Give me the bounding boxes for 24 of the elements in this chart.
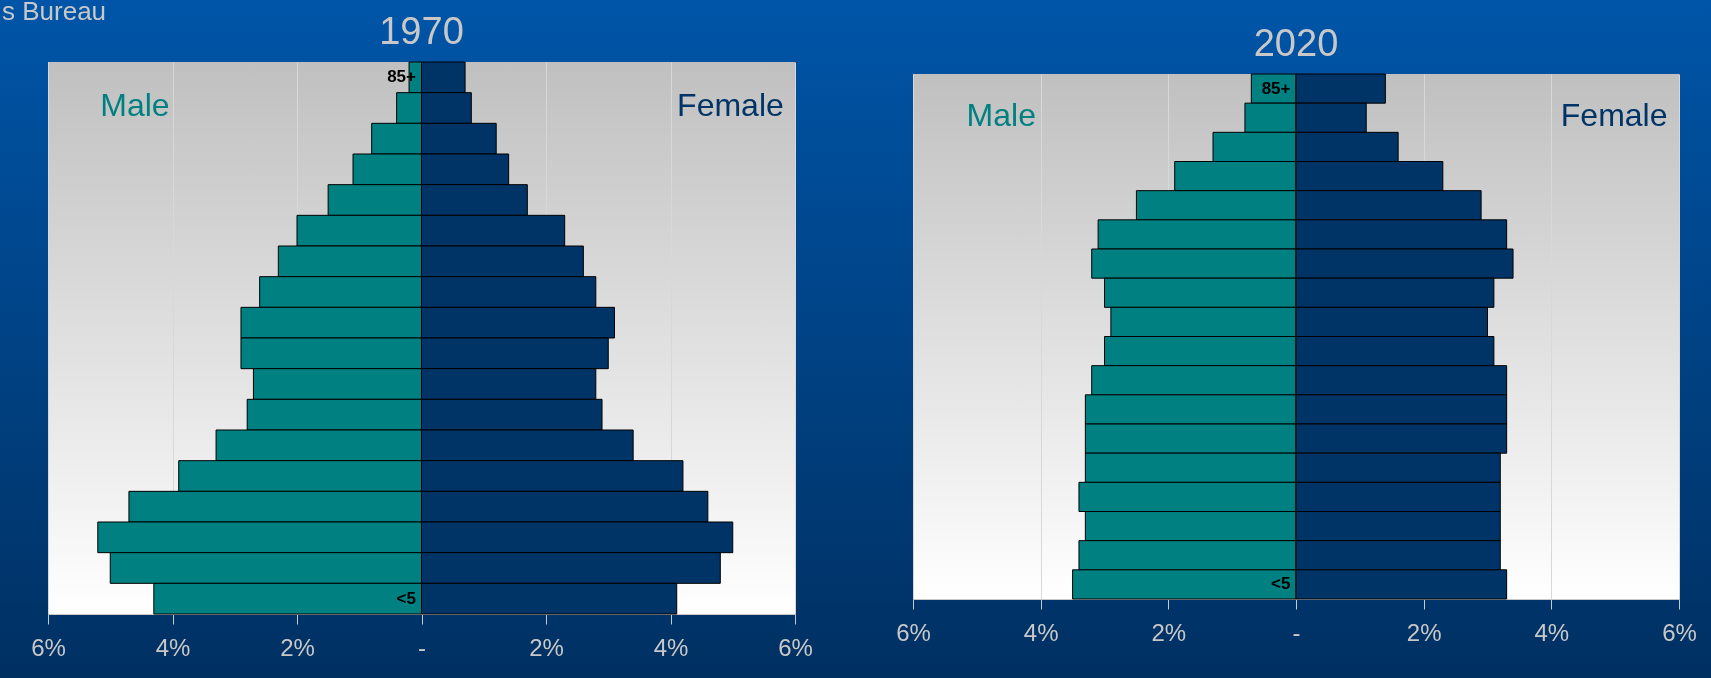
- x-tick-label: 4%: [1534, 618, 1570, 646]
- x-tick-label: 4%: [1023, 618, 1059, 646]
- y-tick-label: 85+: [1261, 78, 1291, 98]
- text: Male: [100, 87, 170, 124]
- x-tick-label: 6%: [778, 633, 813, 661]
- x-tick-label: -: [1292, 618, 1301, 646]
- x-tick-label: 2%: [1151, 618, 1187, 646]
- y-tick-label: <5: [396, 588, 416, 608]
- text: Male: [966, 97, 1036, 133]
- text: Female: [677, 87, 784, 124]
- x-tick-label: 2%: [280, 633, 315, 661]
- x-tick-label: 4%: [155, 633, 191, 661]
- chart-title: 1970: [379, 9, 464, 52]
- x-tick-label: -: [418, 633, 426, 661]
- x-tick-label: 2%: [1406, 618, 1442, 646]
- x-tick-label: 6%: [31, 633, 66, 661]
- x-tick-label: 4%: [653, 633, 689, 661]
- y-tick-label: <5: [1271, 574, 1291, 594]
- text: Female: [1560, 97, 1668, 133]
- x-tick-label: 2%: [529, 633, 564, 661]
- text: s Bureau: [2, 0, 107, 27]
- chart-title: 2020: [1253, 21, 1339, 64]
- x-tick-label: 6%: [1662, 618, 1697, 646]
- x-tick-label: 6%: [896, 618, 931, 646]
